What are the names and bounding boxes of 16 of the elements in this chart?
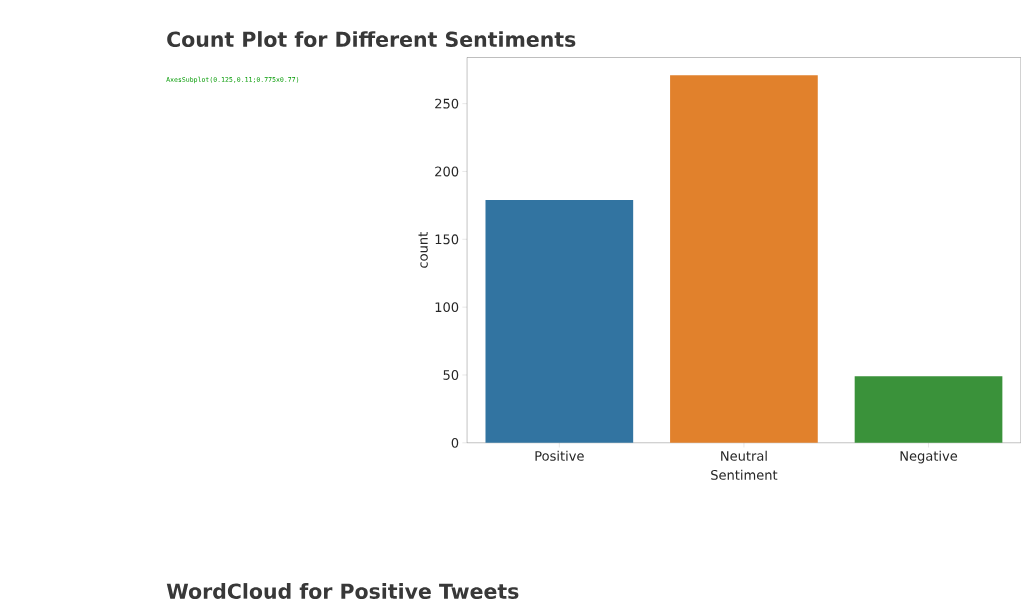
bar xyxy=(854,376,1003,443)
y-axis-title: count xyxy=(418,231,428,268)
y-tick-label: 0 xyxy=(451,437,459,448)
bar xyxy=(485,199,634,443)
text: WordCloud for Positive Tweets xyxy=(166,582,519,599)
y-tick-label: 150 xyxy=(435,234,459,245)
y-tick-label: 250 xyxy=(435,98,459,109)
x-tick-label: Negative xyxy=(900,450,958,464)
y-tick-label: 100 xyxy=(435,302,459,312)
x-tick-label: Positive xyxy=(535,450,584,461)
x-axis-title: Sentiment xyxy=(711,469,778,480)
chart-title: Count Plot for Different Sentiments xyxy=(167,30,576,47)
x-tick-label: Neutral xyxy=(721,450,767,461)
y-tick-label: 50 xyxy=(443,369,459,380)
bar xyxy=(670,74,818,443)
y-tick-label: 200 xyxy=(435,166,459,177)
